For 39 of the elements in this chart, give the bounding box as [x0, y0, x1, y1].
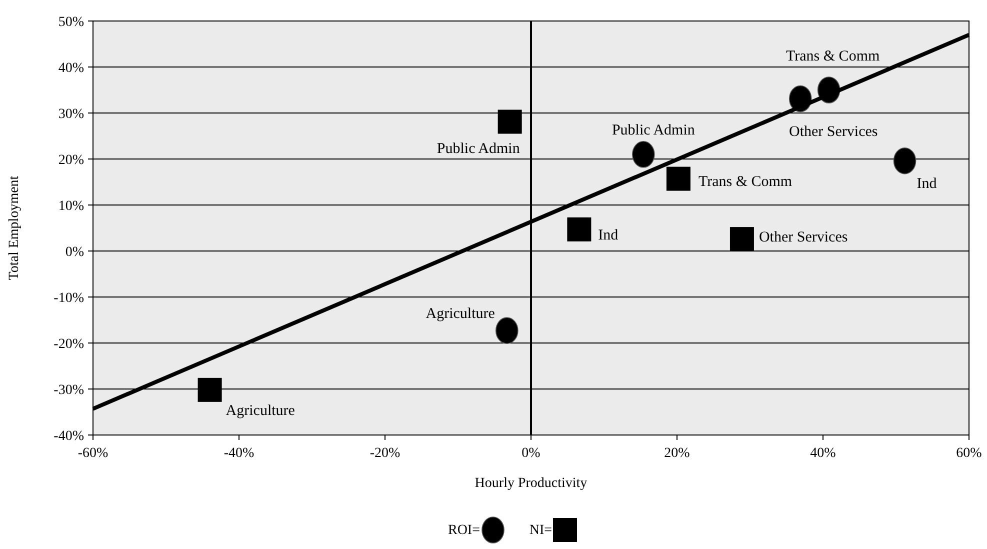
point	[632, 141, 655, 168]
y-tick-label: 10%	[58, 198, 84, 214]
point	[730, 227, 754, 252]
point	[198, 378, 222, 402]
legend-label: ROI=	[448, 523, 480, 538]
annotation: Public Admin	[612, 122, 696, 139]
point	[498, 110, 522, 134]
annotation: Agriculture	[226, 403, 296, 420]
y-tick-label: -30%	[54, 382, 84, 398]
y-tick-label: 0%	[65, 244, 84, 260]
y-tick-label: -20%	[54, 336, 84, 352]
x-tick-label: -60%	[78, 446, 108, 461]
y-axis-title: Total Employment	[7, 176, 22, 280]
x-tick-label: -40%	[224, 446, 254, 461]
annotation: Other Services	[758, 229, 848, 246]
x-tick-label: 20%	[664, 446, 690, 461]
annotation: Agriculture	[426, 306, 496, 322]
legend-label: NI=	[529, 523, 552, 538]
annotation: Trans & Comm	[698, 174, 792, 190]
y-tick-label: 20%	[58, 152, 84, 168]
x-tick-label: 60%	[956, 446, 982, 461]
annotation: Public Admin	[436, 140, 520, 157]
y-tick-label: 30%	[58, 106, 84, 122]
annotation: Other Services	[789, 124, 878, 140]
x-tick-label: -20%	[370, 446, 400, 461]
annotation: Ind	[916, 176, 938, 192]
y-tick-label: -10%	[54, 290, 84, 306]
y-tick-label: -40%	[54, 428, 84, 444]
y-tick-label: 50%	[58, 14, 84, 30]
x-axis-title: Hourly Productivity	[474, 476, 588, 491]
annotation: Trans & Comm	[786, 48, 880, 64]
point	[567, 217, 592, 242]
point	[666, 166, 690, 191]
y-tick-label: 40%	[58, 60, 84, 76]
x-tick-label: 40%	[810, 446, 836, 461]
point	[496, 317, 518, 344]
x-tick-label: 0%	[522, 446, 541, 461]
annotation: Ind	[598, 228, 619, 244]
point	[893, 147, 916, 174]
